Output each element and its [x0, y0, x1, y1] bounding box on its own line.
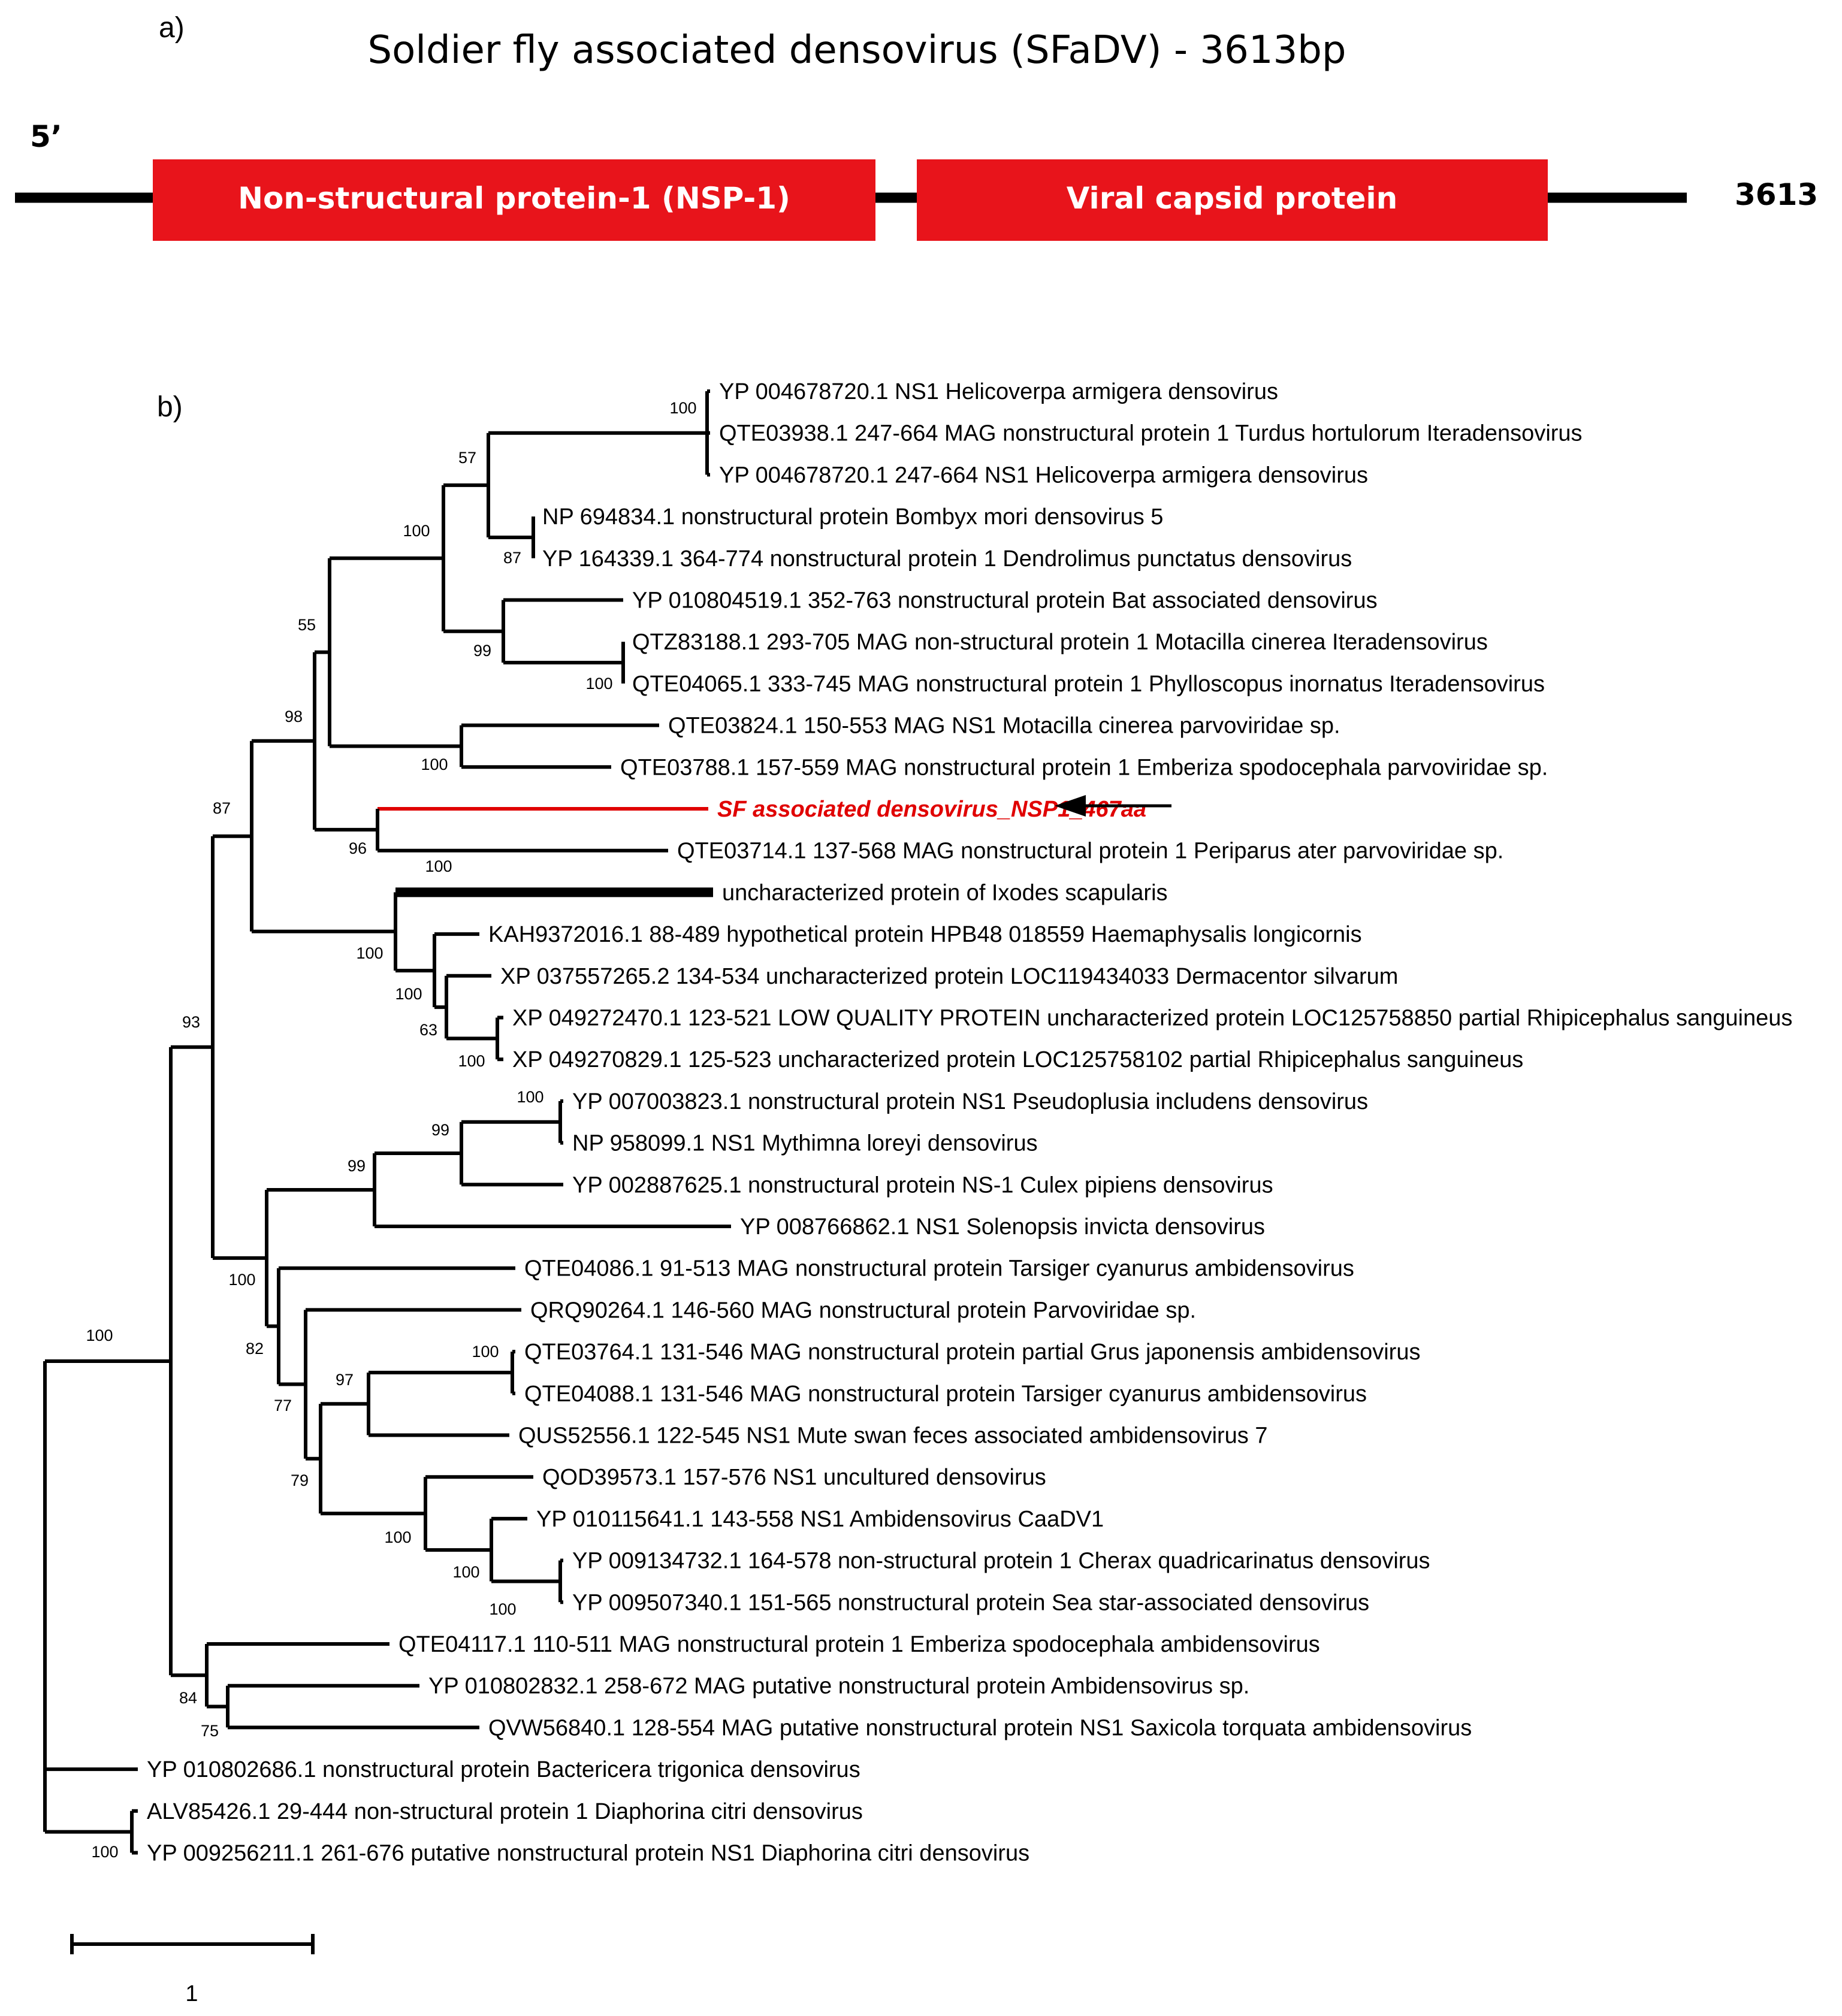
leaf-label: YP 164339.1 364-774 nonstructural protei…	[542, 546, 1352, 572]
bootstrap-value: 100	[489, 1600, 516, 1618]
gene-capsid-label: Viral capsid protein	[1067, 181, 1398, 216]
leaf-label: XP 049270829.1 125-523 uncharacterized p…	[512, 1047, 1523, 1072]
bootstrap-value: 87	[213, 799, 231, 817]
leaf-label: NP 694834.1 nonstructural protein Bombyx…	[542, 504, 1163, 530]
gene-nsp1-label: Non-structural protein-1 (NSP-1)	[238, 181, 790, 216]
genome-end-label: 3613	[1735, 177, 1818, 212]
leaf-label: YP 007003823.1 nonstructural protein NS1…	[572, 1089, 1368, 1114]
gene-capsid-box	[917, 159, 1548, 241]
bootstrap-value: 100	[86, 1326, 113, 1344]
leaf-label: QTE03938.1 247-664 MAG nonstructural pro…	[719, 421, 1583, 446]
bootstrap-value: 99	[348, 1157, 366, 1175]
tree-leaf-labels: YP 004678720.1 NS1 Helicoverpa armigera …	[147, 379, 1792, 1866]
bootstrap-value: 100	[669, 399, 696, 417]
scale-bar-label: 1	[185, 1981, 198, 2006]
leaf-label: YP 009256211.1 261-676 putative nonstruc…	[147, 1841, 1029, 1866]
leaf-label: YP 008766862.1 NS1 Solenopsis invicta de…	[740, 1214, 1265, 1240]
bootstrap-value: 57	[458, 449, 476, 467]
leaf-label: NP 958099.1 NS1 Mythimna loreyi densovir…	[572, 1131, 1038, 1156]
leaf-label: QOD39573.1 157-576 NS1 uncultured densov…	[542, 1465, 1046, 1490]
bootstrap-value: 82	[246, 1340, 264, 1358]
bootstrap-value: 100	[384, 1528, 411, 1546]
gene-nsp1-box	[153, 159, 875, 241]
bootstrap-value: 55	[298, 616, 316, 634]
leaf-label: QTE03788.1 157-559 MAG nonstructural pro…	[620, 755, 1548, 780]
leaf-label: QVW56840.1 128-554 MAG putative nonstruc…	[488, 1715, 1472, 1740]
tree-branches	[43, 389, 731, 1855]
leaf-label: YP 010115641.1 143-558 NS1 Ambidensoviru…	[536, 1507, 1104, 1532]
leaf-label: YP 010802686.1 nonstructural protein Bac…	[147, 1757, 860, 1782]
bootstrap-value: 84	[179, 1689, 197, 1707]
leaf-label: QTE04117.1 110-511 MAG nonstructural pro…	[398, 1632, 1320, 1657]
panel-a-label: a)	[159, 12, 185, 44]
leaf-label: YP 002887625.1 nonstructural protein NS-…	[572, 1172, 1273, 1198]
tree-bootstrap-values: 100 57 100 87 99 100 55 98 100 87 96 100 100 100 63 100…	[86, 399, 696, 1861]
bootstrap-value: 100	[517, 1088, 543, 1106]
leaf-label: YP 010804519.1 352-763 nonstructural pro…	[632, 588, 1378, 613]
leaf-label: XP 049272470.1 123-521 LOW QUALITY PROTE…	[512, 1006, 1792, 1031]
bootstrap-value: 100	[452, 1563, 479, 1581]
leaf-label: KAH9372016.1 88-489 hypothetical protein…	[488, 922, 1362, 947]
leaf-label: QTE04065.1 333-745 MAG nonstructural pro…	[632, 672, 1545, 697]
bootstrap-value: 93	[182, 1013, 200, 1031]
bootstrap-value: 87	[503, 549, 521, 567]
leaf-label: QTE03764.1 131-546 MAG nonstructural pro…	[524, 1340, 1420, 1365]
leaf-label: YP 004678720.1 NS1 Helicoverpa armigera …	[719, 379, 1278, 404]
leaf-label: QTE03714.1 137-568 MAG nonstructural pro…	[677, 839, 1503, 864]
leaf-label: QUS52556.1 122-545 NS1 Mute swan feces a…	[518, 1423, 1268, 1449]
leaf-label: YP 004678720.1 247-664 NS1 Helicoverpa a…	[719, 463, 1368, 488]
leaf-label: XP 037557265.2 134-534 uncharacterized p…	[500, 964, 1398, 989]
bootstrap-value: 99	[473, 642, 491, 660]
bootstrap-value: 100	[421, 755, 448, 773]
scale-bar	[70, 1934, 315, 1954]
leaf-label: QRQ90264.1 146-560 MAG nonstructural pro…	[530, 1298, 1196, 1323]
bootstrap-value: 100	[403, 522, 430, 540]
leaf-label: YP 009507340.1 151-565 nonstructural pro…	[572, 1590, 1369, 1615]
bootstrap-value: 100	[91, 1843, 118, 1861]
bootstrap-value: 77	[274, 1397, 292, 1414]
bootstrap-value: 100	[458, 1052, 485, 1070]
bootstrap-value: 99	[431, 1121, 449, 1139]
leaf-label: ALV85426.1 29-444 non-structural protein…	[147, 1799, 863, 1824]
bootstrap-value: 97	[336, 1371, 354, 1389]
bootstrap-value: 100	[356, 944, 383, 962]
leaf-label: QTZ83188.1 293-705 MAG non-structural pr…	[632, 630, 1488, 655]
bootstrap-value: 100	[228, 1271, 255, 1289]
bootstrap-value: 100	[472, 1343, 499, 1361]
leaf-label: YP 010802832.1 258-672 MAG putative nons…	[428, 1674, 1249, 1699]
leaf-label: uncharacterized protein of Ixodes scapul…	[722, 880, 1168, 905]
five-prime-label: 5’	[30, 119, 62, 154]
figure-title: Soldier fly associated densovirus (SFaDV…	[367, 28, 1346, 72]
bootstrap-value: 100	[425, 857, 452, 875]
leaf-label: QTE04086.1 91-513 MAG nonstructural prot…	[524, 1256, 1354, 1281]
leaf-label: QTE04088.1 131-546 MAG nonstructural pro…	[524, 1382, 1367, 1407]
bootstrap-value: 98	[285, 708, 303, 726]
bootstrap-value: 96	[349, 839, 367, 857]
highlight-arrow	[1055, 795, 1171, 817]
panel-b-label: b)	[157, 391, 183, 423]
bootstrap-value: 100	[585, 675, 612, 693]
bootstrap-value: 79	[291, 1471, 309, 1489]
bootstrap-value: 63	[419, 1021, 437, 1039]
bootstrap-value: 100	[395, 985, 422, 1003]
leaf-label: YP 009134732.1 164-578 non-structural pr…	[572, 1549, 1430, 1574]
bootstrap-value: 75	[201, 1722, 219, 1740]
leaf-label: QTE03824.1 150-553 MAG NS1 Motacilla cin…	[668, 714, 1340, 739]
